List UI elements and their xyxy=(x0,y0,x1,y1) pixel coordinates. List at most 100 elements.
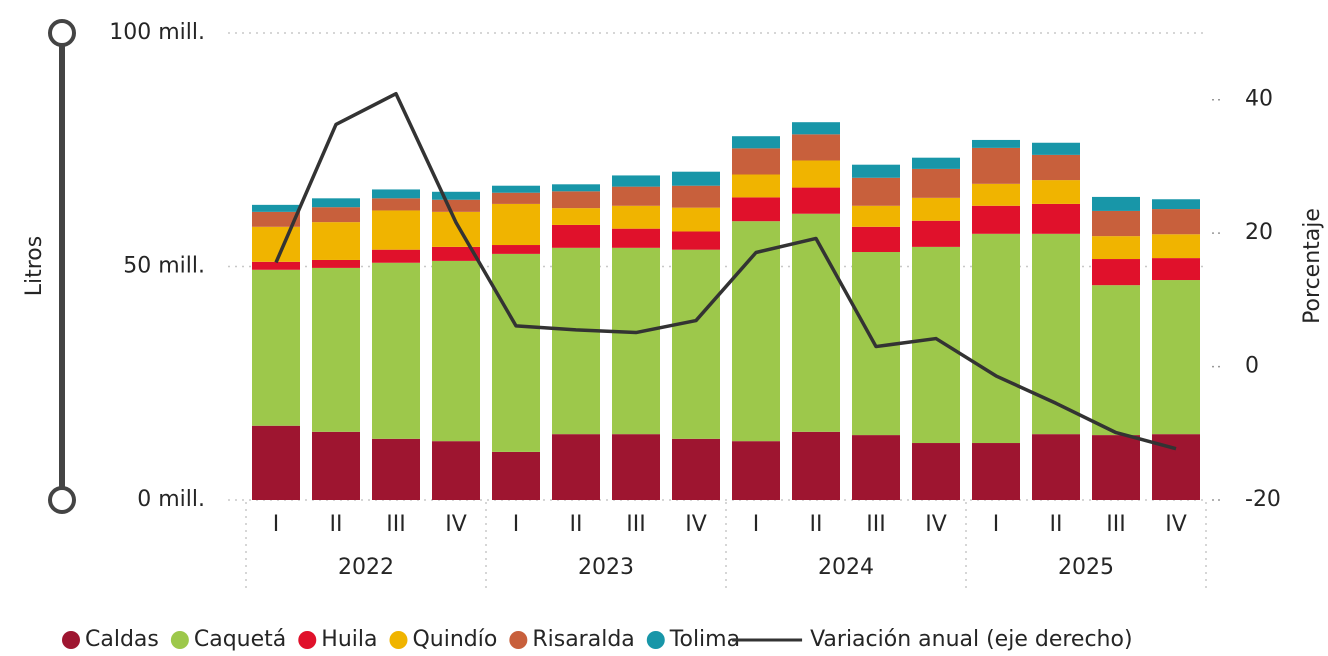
bar-segment xyxy=(792,134,840,161)
bar-segment xyxy=(492,192,540,204)
x-tick-label: III xyxy=(1106,512,1125,537)
bar-segment xyxy=(972,443,1020,500)
bar-segment xyxy=(492,253,540,452)
bar-segment xyxy=(732,197,780,222)
y2-axis-title: Porcentaje xyxy=(1300,208,1325,324)
bar-segment xyxy=(432,441,480,500)
bar-segment xyxy=(252,211,300,227)
x-tick-label: IV xyxy=(445,512,467,537)
bar-segment xyxy=(492,185,540,193)
legend-label: Quindío xyxy=(412,627,497,652)
y-axis-title: Litros xyxy=(22,236,47,296)
bar-segment xyxy=(1092,435,1140,500)
legend-marker xyxy=(62,631,80,649)
bar-segment xyxy=(312,207,360,223)
bar-segment xyxy=(372,249,420,263)
year-label: 2022 xyxy=(338,555,394,580)
bar-segment xyxy=(1152,234,1200,259)
year-label: 2025 xyxy=(1058,555,1114,580)
bar-segment xyxy=(672,231,720,250)
bar-segment xyxy=(372,198,420,211)
bar-segment xyxy=(1032,434,1080,500)
bar-segment xyxy=(672,171,720,186)
bar-segment xyxy=(432,191,480,200)
legend-label: Tolima xyxy=(669,627,740,652)
bar-segment xyxy=(1152,258,1200,281)
bar-segment xyxy=(492,245,540,254)
bar-segment xyxy=(552,247,600,435)
x-tick-label: III xyxy=(866,512,885,537)
bar-segment xyxy=(672,185,720,208)
bar-segment xyxy=(552,191,600,209)
bar-segment xyxy=(432,211,480,247)
legend-marker xyxy=(170,631,189,649)
x-tick-label: III xyxy=(386,512,405,537)
y-tick-label: 100 mill. xyxy=(109,20,205,45)
x-tick-label: II xyxy=(330,512,343,537)
bar-segment xyxy=(432,246,480,261)
legend-marker xyxy=(389,631,408,649)
bar-segment xyxy=(1032,203,1080,234)
y2-tick-label: -20 xyxy=(1245,487,1281,512)
bar-segment xyxy=(1032,180,1080,204)
bar-segment xyxy=(732,221,780,442)
bar-segment xyxy=(312,259,360,268)
y2-tick-label: 40 xyxy=(1245,87,1273,112)
y-tick-label: 50 mill. xyxy=(123,254,205,279)
bar-segment xyxy=(972,139,1020,148)
bar-segment xyxy=(792,122,840,135)
legend-label: Variación anual (eje derecho) xyxy=(810,627,1132,652)
bar-segment xyxy=(612,205,660,229)
x-tick-label: III xyxy=(626,512,645,537)
legend-label: Huila xyxy=(321,627,377,652)
bar-segment xyxy=(732,441,780,500)
bar-segment xyxy=(732,174,780,198)
bar-segment xyxy=(1092,196,1140,211)
bar-segment xyxy=(972,183,1020,206)
bar-segment xyxy=(252,226,300,262)
bar-segment xyxy=(312,431,360,500)
bar-segment xyxy=(252,204,300,212)
bar-segment xyxy=(612,434,660,500)
year-label: 2023 xyxy=(578,555,634,580)
bar-segment xyxy=(1092,259,1140,286)
bar-segment xyxy=(1152,209,1200,235)
x-tick-label: I xyxy=(273,512,280,537)
x-tick-label: I xyxy=(753,512,760,537)
x-tick-label: II xyxy=(570,512,583,537)
bar-segment xyxy=(1092,285,1140,436)
bar-segment xyxy=(612,228,660,248)
bar-segment xyxy=(1032,142,1080,155)
bar-segment xyxy=(672,438,720,500)
bar-segment xyxy=(1032,154,1080,181)
bar-segment xyxy=(912,168,960,198)
slider-handle[interactable] xyxy=(48,19,76,47)
bar-segment xyxy=(852,164,900,178)
bar-segment xyxy=(552,184,600,192)
bar-segment xyxy=(372,210,420,250)
legend-marker xyxy=(298,631,317,649)
x-tick-label: IV xyxy=(925,512,947,537)
bar-segment xyxy=(492,451,540,500)
bar-segment xyxy=(852,205,900,227)
y2-tick-label: 0 xyxy=(1245,354,1259,379)
bar-segment xyxy=(552,434,600,500)
bar-segment xyxy=(552,208,600,225)
bar-segment xyxy=(972,205,1020,234)
bar-segment xyxy=(852,226,900,253)
bar-segment xyxy=(732,148,780,175)
bar-segment xyxy=(1092,236,1140,260)
y2-tick-label: 20 xyxy=(1245,220,1273,245)
bar-segment xyxy=(912,443,960,500)
bar-segment xyxy=(612,175,660,187)
bar-segment xyxy=(432,199,480,212)
x-tick-label: I xyxy=(993,512,1000,537)
bar-segment xyxy=(252,425,300,500)
bar-segment xyxy=(312,198,360,208)
bar-segment xyxy=(912,246,960,444)
bar-segment xyxy=(1032,233,1080,435)
slider-handle[interactable] xyxy=(48,486,76,514)
bar-segment xyxy=(1152,199,1200,210)
bar-segment xyxy=(552,224,600,248)
